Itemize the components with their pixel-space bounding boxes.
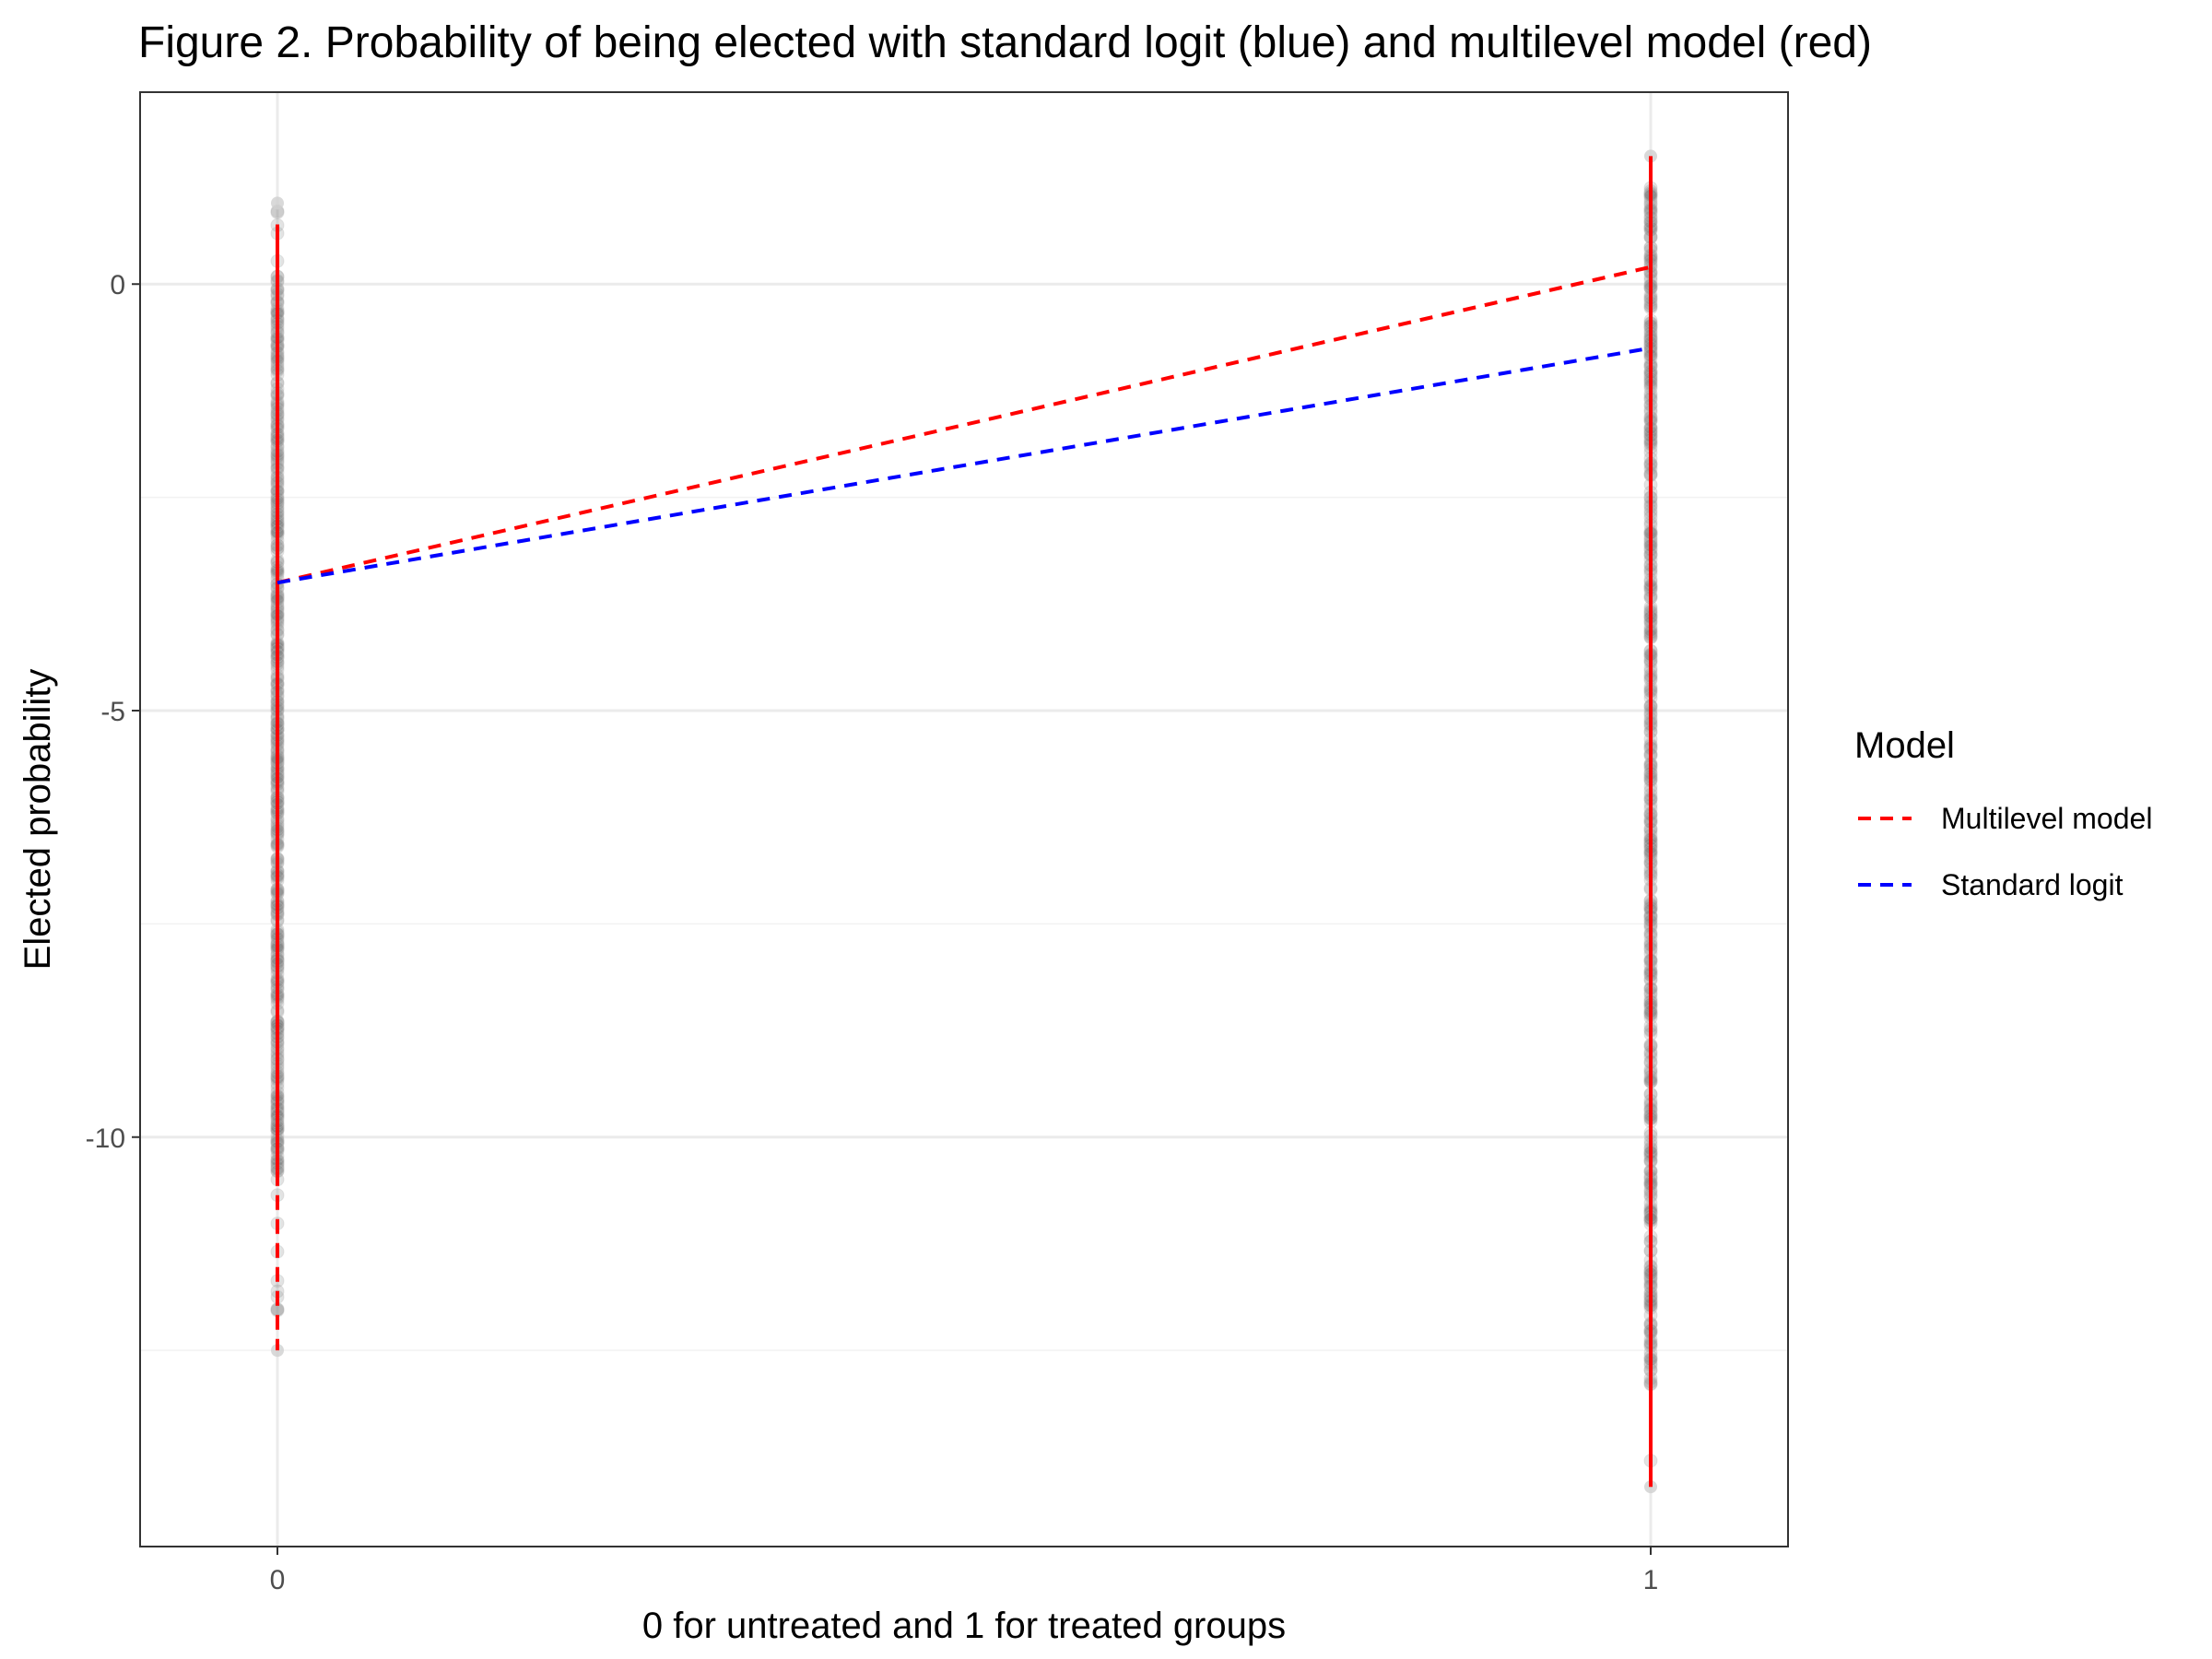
random-effect-ranges (276, 156, 1653, 1488)
legend-label: Standard logit (1941, 868, 2124, 901)
y-axis-ticks: 0 -5 -10 (86, 270, 140, 1154)
y-tick-label: -5 (100, 697, 125, 727)
chart-title: Figure 2. Probability of being elected w… (138, 18, 1872, 67)
series-line-multilevel-model (276, 265, 1652, 585)
plot-background (140, 92, 1788, 1547)
y-axis-title: Elected probability (18, 669, 58, 971)
legend-title: Model (1854, 725, 1955, 766)
y-tick-label: 0 (110, 270, 125, 300)
y-tick-label: -10 (86, 1124, 125, 1154)
observation-point (271, 196, 284, 210)
x-tick-label: 1 (1643, 1565, 1659, 1595)
plot-border (139, 91, 1789, 1547)
legend-label: Multilevel model (1941, 802, 2152, 835)
x-axis-title: 0 for untreated and 1 for treated groups (642, 1606, 1286, 1646)
legend-entries: Multilevel model Standard logit (1858, 802, 2152, 901)
x-tick-label: 0 (270, 1565, 286, 1595)
plot-panel (139, 91, 1789, 1547)
legend: Model Multilevel model Standard logit (1854, 725, 2152, 901)
series-line-standard-logit (276, 346, 1652, 585)
model-lines (276, 265, 1652, 585)
